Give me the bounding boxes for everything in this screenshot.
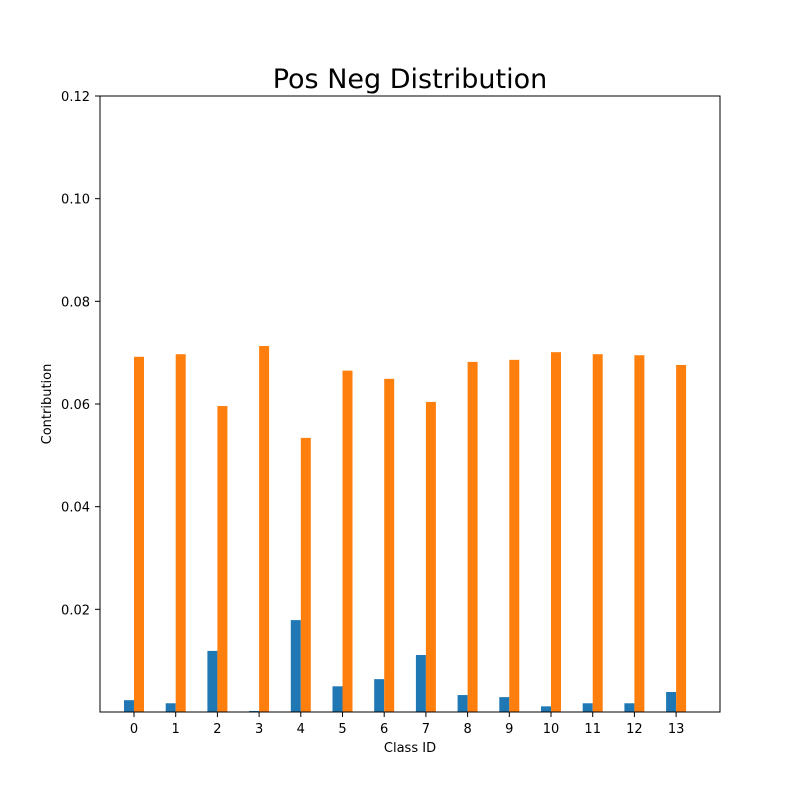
x-tick-label: 5 <box>338 722 346 737</box>
bar-series2-class-7 <box>425 401 436 712</box>
bar-series1-class-13 <box>666 691 677 712</box>
y-axis-ticks: 0.02 0.04 0.06 0.08 0.10 0.12 <box>61 90 100 618</box>
bar-series1-class-6 <box>374 679 385 712</box>
x-tick-label: 9 <box>505 722 513 737</box>
bar-series1-class-12 <box>624 703 635 712</box>
y-tick-label: 0.12 <box>61 90 90 105</box>
x-tick-label: 1 <box>172 722 180 737</box>
x-tick-label: 0 <box>130 722 138 737</box>
bar-series2-class-9 <box>509 359 520 712</box>
bar-series2-class-5 <box>342 370 353 712</box>
x-tick-label: 8 <box>463 722 471 737</box>
x-tick-label: 7 <box>422 722 430 737</box>
plot-frame <box>99 95 721 713</box>
bar-series2-class-10 <box>551 352 561 712</box>
bar-series2-class-4 <box>300 437 311 712</box>
x-tick-label: 12 <box>626 722 643 737</box>
x-tick-label: 6 <box>380 722 388 737</box>
bar-series1-class-4 <box>290 620 301 712</box>
bar-series1-class-11 <box>582 703 593 712</box>
bars-layer <box>124 345 687 712</box>
y-axis-label: Contribution <box>40 364 55 445</box>
chart-title: Pos Neg Distribution <box>273 64 548 95</box>
x-tick-label: 11 <box>584 722 601 737</box>
bar-series2-class-0 <box>134 356 144 712</box>
x-tick-label: 2 <box>213 722 221 737</box>
x-tick-label: 10 <box>543 722 560 737</box>
bar-series1-class-8 <box>457 695 468 712</box>
bar-series1-class-0 <box>124 700 134 712</box>
bar-series2-class-13 <box>676 364 687 712</box>
bar-series2-class-6 <box>384 378 395 712</box>
bar-series1-class-9 <box>499 697 510 712</box>
y-tick-label: 0.10 <box>61 193 90 208</box>
bar-series1-class-10 <box>541 706 551 712</box>
bar-series1-class-2 <box>207 650 218 712</box>
y-tick-label: 0.06 <box>61 398 90 413</box>
bar-series2-class-11 <box>592 354 603 712</box>
x-tick-label: 13 <box>668 722 685 737</box>
bar-series2-class-3 <box>259 345 270 712</box>
x-axis-ticks: 0 1 2 3 4 5 6 7 8 9 10 11 12 13 <box>130 712 685 737</box>
x-tick-label: 3 <box>255 722 263 737</box>
bar-series1-class-3 <box>249 710 260 712</box>
y-tick-label: 0.04 <box>61 501 90 516</box>
x-tick-label: 4 <box>297 722 305 737</box>
bar-series2-class-8 <box>467 361 478 712</box>
bar-series2-class-1 <box>175 354 186 712</box>
x-axis-label: Class ID <box>384 741 436 756</box>
y-tick-label: 0.02 <box>61 603 90 618</box>
bar-series2-class-12 <box>634 355 645 712</box>
y-tick-label: 0.08 <box>61 295 90 310</box>
bar-series1-class-1 <box>165 703 176 712</box>
bar-series2-class-2 <box>217 406 228 712</box>
bar-series1-class-7 <box>415 655 426 712</box>
bar-series1-class-5 <box>332 686 343 712</box>
